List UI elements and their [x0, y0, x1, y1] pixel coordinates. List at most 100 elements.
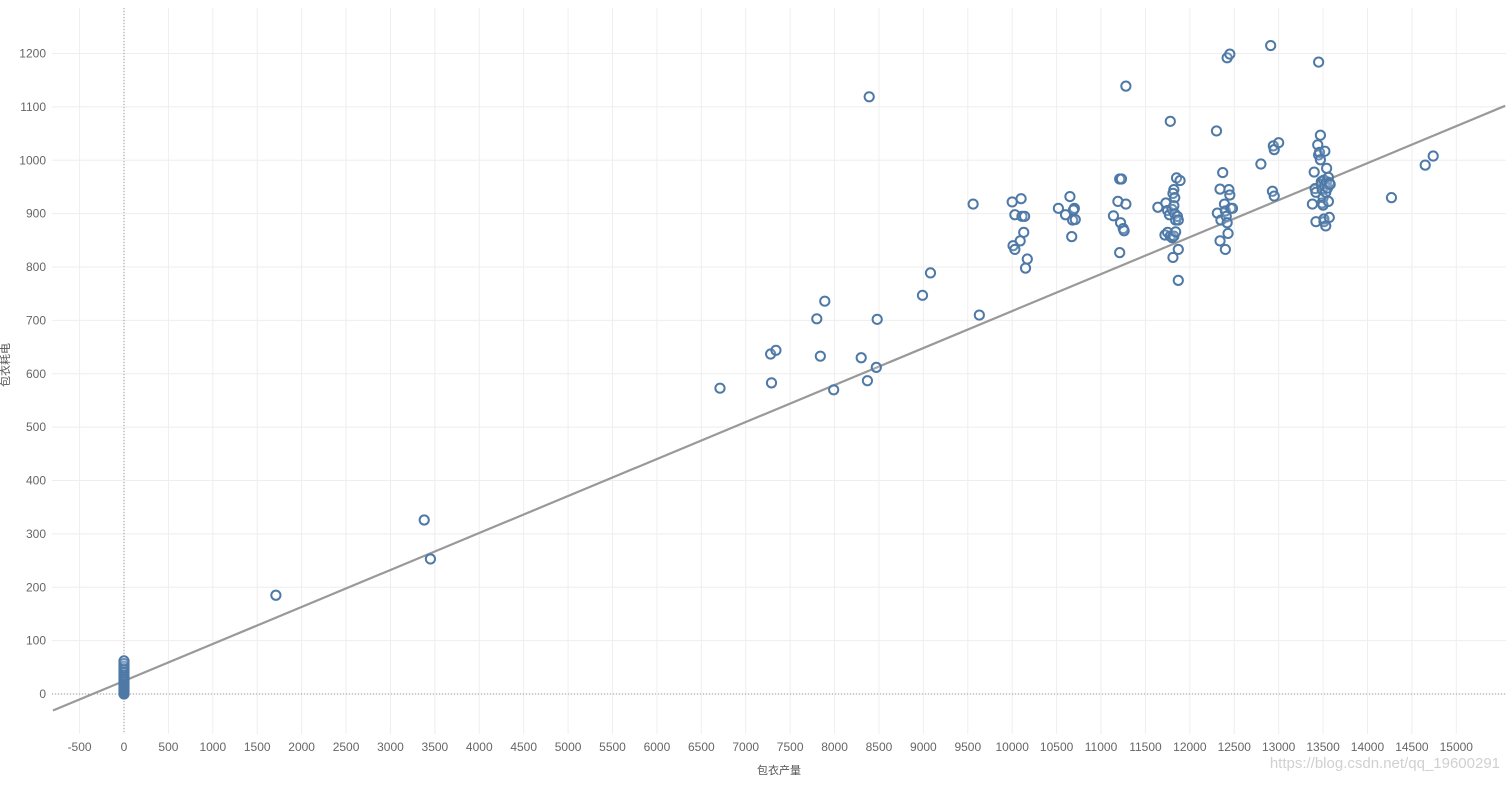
x-tick-label: 11500	[1129, 740, 1162, 754]
data-point	[1069, 213, 1081, 226]
x-tick-label: 3000	[377, 740, 404, 754]
data-point	[1019, 210, 1031, 222]
x-tick-label: 11000	[1085, 740, 1118, 754]
data-point	[1322, 195, 1334, 207]
y-tick-label: 500	[26, 420, 46, 434]
data-point	[1059, 209, 1072, 221]
data-point	[1265, 39, 1277, 52]
y-tick-label: 600	[26, 367, 46, 381]
x-tick-label: 6000	[644, 740, 671, 754]
x-tick-label: 13500	[1306, 740, 1340, 754]
data-point	[1015, 193, 1027, 205]
x-tick-label: 1500	[244, 740, 271, 754]
data-point	[770, 344, 782, 356]
y-tick-label: 100	[26, 634, 46, 648]
data-point	[1174, 174, 1186, 187]
data-point	[924, 267, 937, 279]
data-point	[118, 655, 130, 667]
data-point	[1009, 243, 1021, 256]
data-point	[1268, 190, 1280, 202]
data-point	[1321, 162, 1333, 174]
data-point	[1006, 196, 1018, 208]
x-tick-label: 2000	[288, 740, 315, 754]
data-point	[1168, 200, 1180, 212]
data-point	[1172, 214, 1184, 226]
y-tick-label: 300	[26, 527, 46, 541]
data-point	[1167, 251, 1179, 264]
data-point	[1114, 247, 1126, 259]
y-axis-ticks: 0 100 200 300 400 500 600 700 800 900 1000 1100 1200	[19, 47, 46, 701]
data-point	[1255, 158, 1267, 170]
x-tick-label: 4000	[466, 740, 493, 754]
x-tick-label: 8500	[866, 740, 893, 754]
data-point	[1226, 202, 1239, 214]
data-point	[1224, 48, 1236, 60]
x-tick-label: 10500	[1040, 740, 1074, 754]
data-point	[1419, 159, 1431, 171]
data-point	[1217, 166, 1229, 179]
data-point	[1107, 210, 1120, 222]
x-tick-label: 15000	[1440, 740, 1474, 754]
data-point	[828, 384, 840, 396]
data-point	[855, 352, 867, 364]
data-point	[1385, 192, 1398, 204]
data-point	[973, 309, 985, 321]
x-tick-label: -500	[68, 740, 92, 754]
data-point	[1314, 129, 1327, 141]
data-point	[1172, 243, 1184, 256]
data-point	[1214, 183, 1226, 195]
data-point	[1064, 190, 1076, 203]
x-tick-label: 9000	[910, 740, 937, 754]
data-point	[1313, 56, 1325, 68]
x-axis-ticks: -500 0 500 1000 1500 2000 2500 3000 3500 4000 4500…	[68, 740, 1474, 754]
x-tick-label: 1000	[199, 740, 226, 754]
data-point	[811, 313, 823, 325]
y-tick-label: 900	[26, 207, 46, 221]
trend-line	[52, 104, 1506, 712]
x-axis-title: 包衣产量	[757, 763, 801, 777]
x-tick-label: 8000	[821, 740, 848, 754]
data-point	[871, 313, 883, 325]
data-point	[1120, 198, 1132, 210]
x-tick-label: 12000	[1173, 740, 1207, 754]
data-point	[1067, 204, 1080, 216]
data-point	[1170, 226, 1182, 238]
data-point	[1118, 225, 1130, 237]
data-point	[1221, 217, 1233, 229]
x-tick-label: 4500	[510, 740, 537, 754]
data-point	[967, 198, 979, 210]
data-point	[1214, 235, 1226, 247]
data-point	[1224, 189, 1236, 201]
data-point	[1115, 173, 1128, 185]
data-point	[1222, 227, 1234, 240]
trend-line-layer	[52, 104, 1506, 712]
data-point	[863, 91, 875, 103]
y-tick-label: 1200	[19, 47, 46, 61]
y-tick-label: 1000	[19, 153, 46, 167]
data-point	[424, 553, 437, 565]
x-tick-label: 0	[121, 740, 128, 754]
y-tick-label: 400	[26, 474, 46, 488]
y-axis-title: 包衣耗电	[0, 343, 12, 387]
data-point	[1308, 166, 1320, 178]
data-point	[1120, 80, 1132, 92]
data-point	[1169, 192, 1181, 204]
data-point	[1052, 202, 1064, 214]
data-point	[1219, 243, 1231, 256]
y-tick-label: 700	[26, 313, 46, 327]
data-point	[1021, 253, 1033, 265]
data-point	[1323, 211, 1335, 224]
gridlines	[52, 8, 1506, 734]
zero-reference-lines	[52, 8, 1506, 734]
data-point	[1019, 262, 1032, 274]
data-point	[765, 377, 778, 389]
y-tick-label: 0	[39, 687, 46, 701]
data-point	[1427, 150, 1439, 162]
data-point	[819, 295, 831, 307]
data-point	[861, 375, 874, 387]
y-tick-label: 200	[26, 580, 46, 594]
x-tick-label: 7500	[777, 740, 804, 754]
data-point	[418, 514, 430, 526]
